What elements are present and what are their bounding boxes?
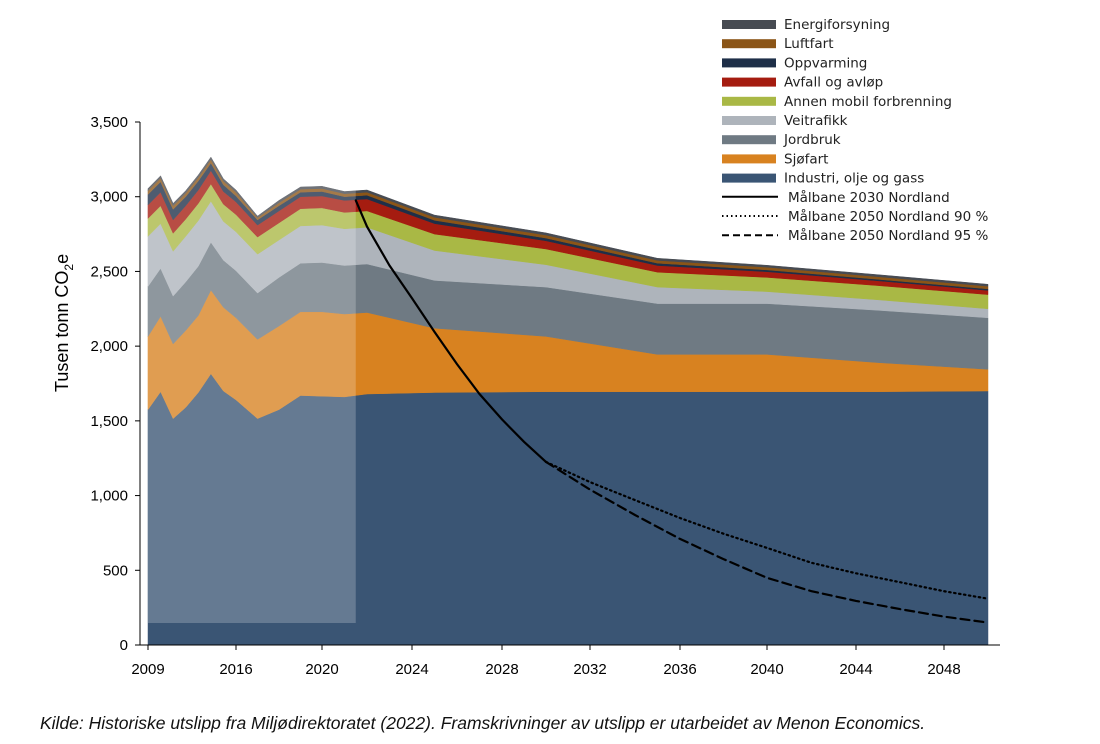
y-tick-label: 2,000 — [90, 338, 128, 355]
legend-label: Sjøfart — [784, 151, 828, 167]
legend-label: Jordbruk — [783, 132, 841, 148]
target-lines — [354, 199, 990, 624]
axes: 0 500 1,000 1,500 2,000 2,500 3,000 3,500 2009 20… — [90, 114, 1000, 678]
legend-label: Veitrafikk — [784, 113, 848, 129]
legend-item-annen-mobil-forbrenning: Annen mobil forbrenning — [722, 94, 952, 110]
x-tick-label: 2024 — [395, 661, 428, 678]
legend-swatch — [722, 116, 776, 125]
x-tick-label: 2020 — [305, 661, 338, 678]
legend-label: Målbane 2050 Nordland 90 % — [788, 208, 988, 225]
legend-swatch — [722, 173, 776, 183]
x-tick-label: 2009 — [131, 661, 164, 678]
y-tick-label: 500 — [103, 562, 128, 579]
x-tick-label: 2036 — [663, 661, 696, 678]
legend-label: Oppvarming — [784, 55, 867, 71]
x-tick-label: 2016 — [219, 661, 252, 678]
source-note: Kilde: Historiske utslipp fra Miljødirek… — [40, 713, 926, 733]
legend-swatch — [722, 77, 776, 87]
legend-item-oppvarming: Oppvarming — [722, 55, 867, 71]
y-tick-label: 0 — [120, 637, 128, 654]
legend: Energiforsyning Luftfart Oppvarming Avfall … — [722, 17, 988, 244]
y-tick-label: 3,000 — [90, 189, 128, 206]
legend-item-jordbruk: Jordbruk — [722, 132, 841, 148]
y-axis-title: Tusen tonn CO2e — [52, 254, 76, 392]
legend-label: Luftfart — [784, 36, 834, 52]
y-axis-title-suffix: e — [52, 254, 72, 264]
legend-swatch — [722, 58, 776, 68]
x-tick-label: 2040 — [750, 661, 783, 678]
legend-item-sjøfart: Sjøfart — [722, 151, 828, 167]
legend-swatch — [722, 154, 776, 164]
legend-item-luftfart: Luftfart — [722, 36, 834, 52]
x-tick-label: 2044 — [839, 661, 872, 678]
legend-swatch — [722, 20, 776, 29]
x-tick-label: 2032 — [573, 661, 606, 678]
legend-label: Avfall og avløp — [784, 75, 883, 91]
legend-label: Annen mobil forbrenning — [784, 94, 952, 110]
y-tick-label: 2,500 — [90, 263, 128, 280]
legend-label: Målbane 2030 Nordland — [788, 189, 950, 206]
historical-period-shading — [148, 67, 356, 623]
legend-item-industri-olje-og-gass: Industri, olje og gass — [722, 171, 924, 187]
emissions-chart: 0 500 1,000 1,500 2,000 2,500 3,000 3,500 2009 20… — [52, 17, 1000, 678]
legend-swatch — [722, 96, 776, 106]
legend-label: Energiforsyning — [784, 17, 890, 33]
y-tick-label: 3,500 — [90, 114, 128, 131]
legend-label: Målbane 2050 Nordland 95 % — [788, 227, 988, 244]
legend-item-veitrafikk: Veitrafikk — [722, 113, 848, 129]
legend-item-målbane-2050-nordland-95: Målbane 2050 Nordland 95 % — [722, 227, 988, 244]
line-målbane-2050-nordland-95 — [544, 460, 990, 624]
legend-swatch — [722, 39, 776, 49]
y-axis-title-subscript: 2 — [62, 264, 76, 271]
area-energiforsyning — [147, 156, 989, 287]
line-målbane-2030-nordland — [354, 199, 548, 463]
legend-item-målbane-2030-nordland: Målbane 2030 Nordland — [722, 189, 950, 206]
legend-item-avfall-og-avløp: Avfall og avløp — [722, 75, 883, 91]
legend-label: Industri, olje og gass — [784, 171, 924, 187]
legend-swatch — [722, 135, 776, 145]
y-tick-label: 1,500 — [90, 413, 128, 430]
stacked-areas — [147, 156, 989, 646]
legend-item-energiforsyning: Energiforsyning — [722, 17, 890, 33]
x-tick-label: 2028 — [485, 661, 518, 678]
x-tick-label: 2048 — [927, 661, 960, 678]
y-axis-title-main: Tusen tonn CO — [52, 271, 72, 392]
line-målbane-2050-nordland-90 — [544, 460, 990, 600]
legend-item-målbane-2050-nordland-90: Målbane 2050 Nordland 90 % — [722, 208, 988, 225]
y-tick-label: 1,000 — [90, 488, 128, 505]
